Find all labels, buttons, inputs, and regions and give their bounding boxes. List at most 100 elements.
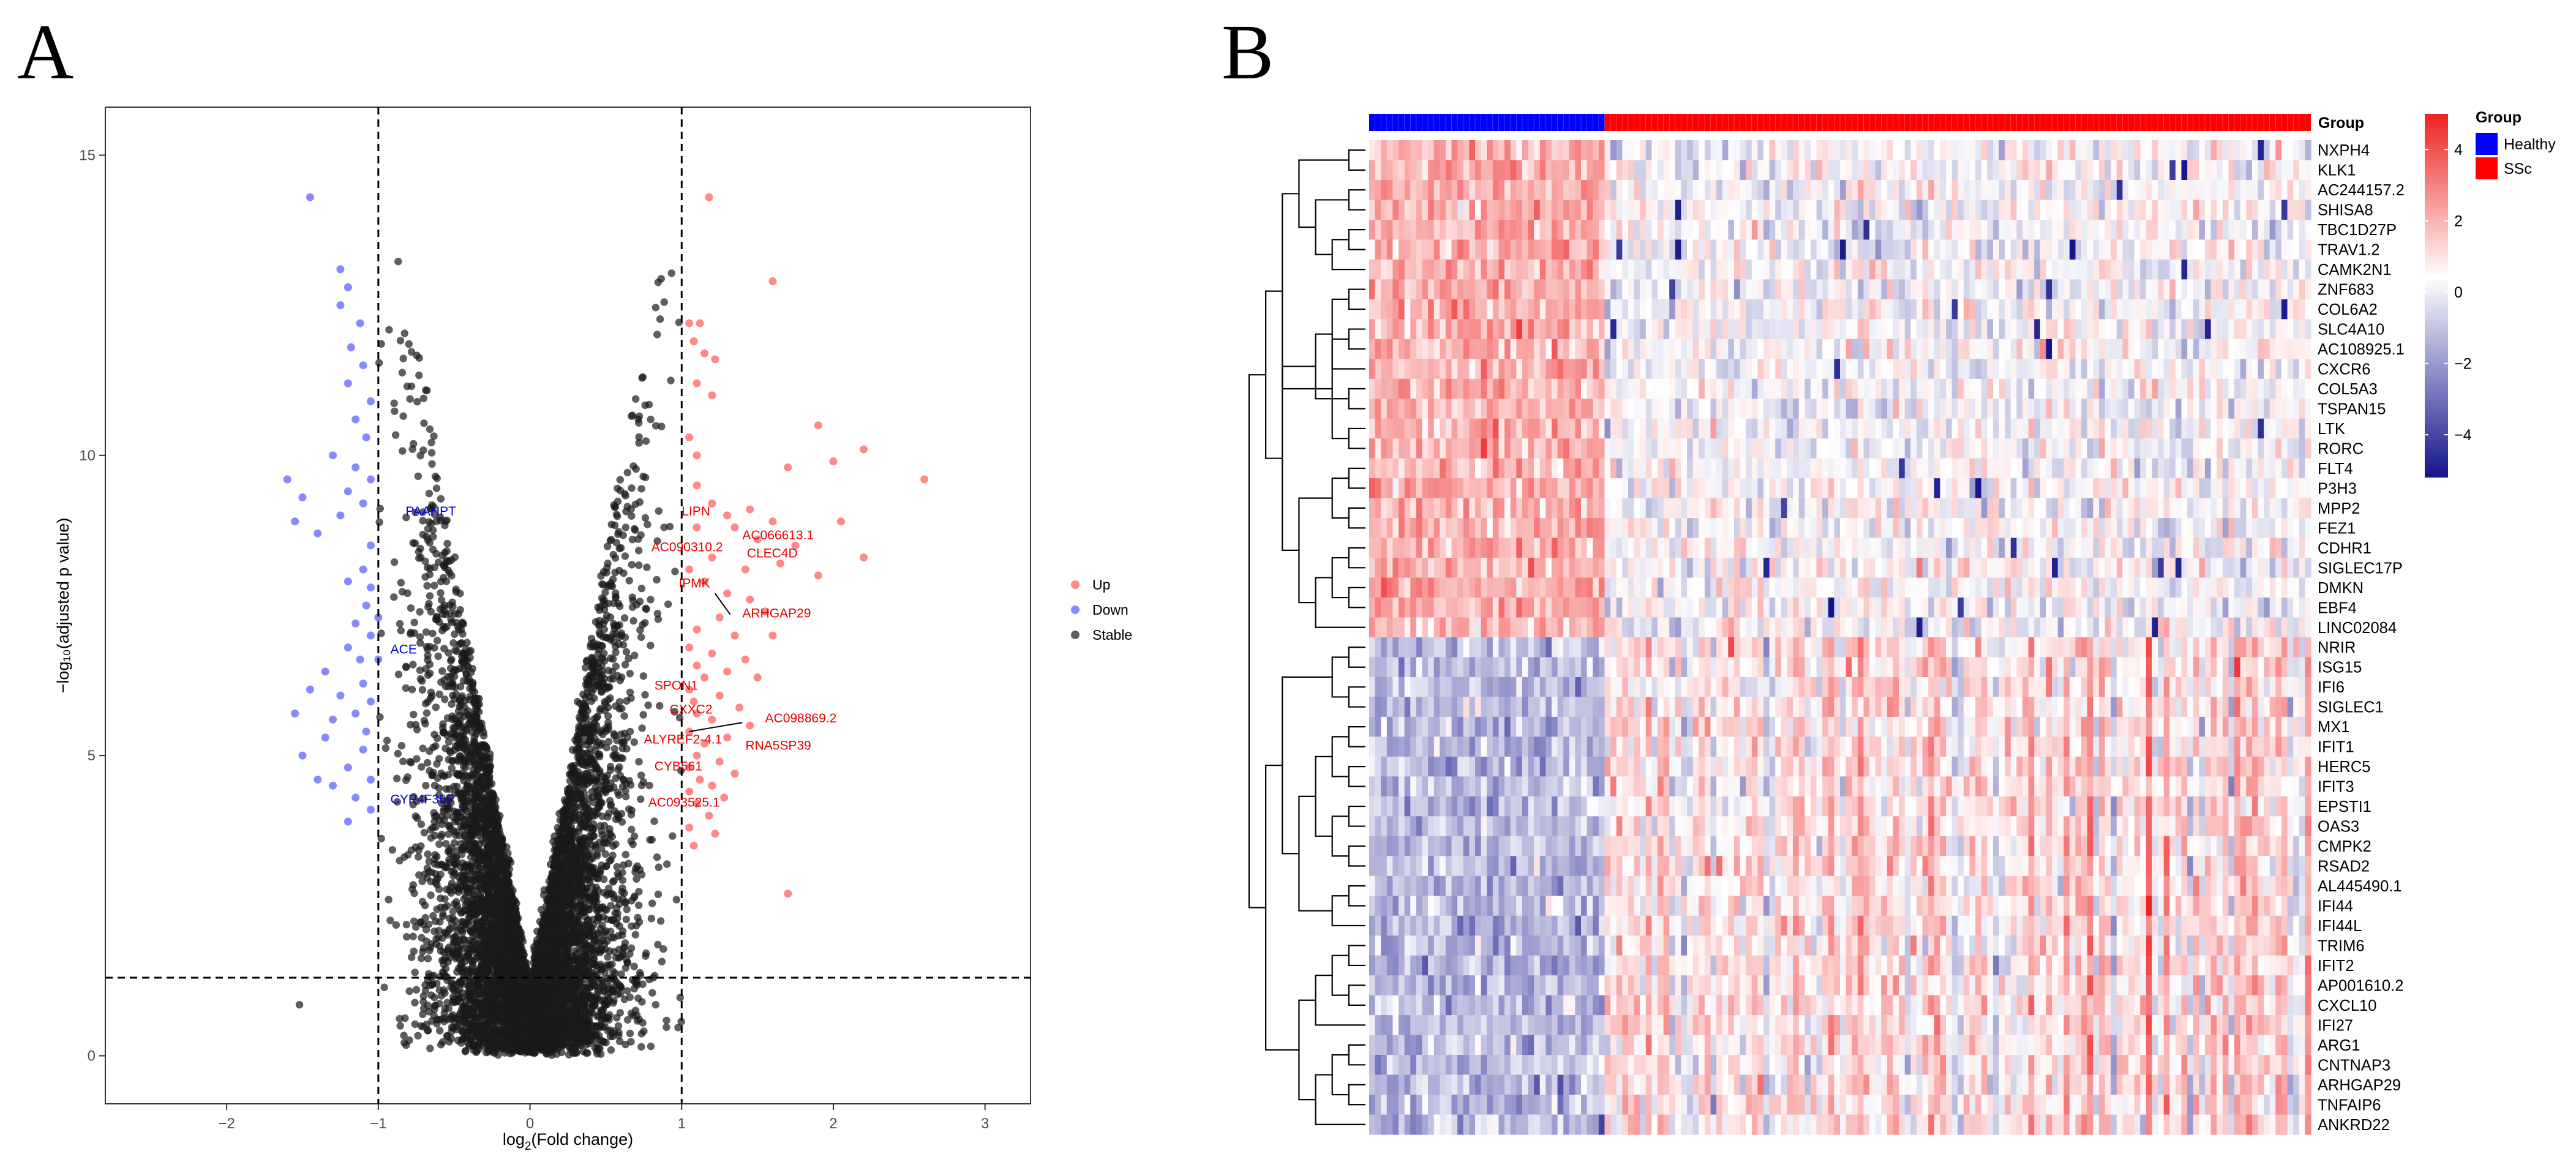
stable-point <box>428 973 436 981</box>
stable-point <box>441 1005 449 1013</box>
stable-point <box>630 832 639 841</box>
stable-point <box>422 628 430 636</box>
stable-point <box>408 445 416 453</box>
stable-point <box>652 1001 660 1009</box>
stable-point <box>616 989 625 998</box>
stable-point <box>438 1015 446 1023</box>
stable-points <box>295 258 685 1059</box>
stable-point <box>630 738 639 746</box>
stable-point <box>455 790 463 798</box>
stable-point <box>385 896 392 904</box>
stable-point <box>422 709 431 717</box>
stable-point <box>612 840 620 849</box>
stable-point <box>627 1038 635 1046</box>
stable-point <box>627 1010 636 1017</box>
stable-point <box>416 639 424 647</box>
stable-point <box>628 412 636 420</box>
stable-point <box>618 744 626 752</box>
stable-point <box>427 688 435 697</box>
stable-point <box>427 449 436 457</box>
stable-point <box>408 686 416 694</box>
stable-point <box>628 561 636 569</box>
stable-point <box>433 616 441 624</box>
stable-point <box>432 484 441 492</box>
stable-point <box>647 915 656 923</box>
stable-point <box>394 670 403 678</box>
stable-point <box>438 667 446 675</box>
stable-point <box>426 1044 434 1052</box>
stable-point <box>465 950 473 958</box>
stable-point <box>405 340 413 348</box>
stable-point <box>422 386 430 394</box>
stable-point <box>656 917 665 925</box>
stable-point <box>654 615 663 623</box>
stable-point <box>669 832 677 840</box>
stable-point <box>434 652 442 661</box>
stable-point <box>407 604 415 612</box>
stable-point <box>642 949 650 958</box>
stable-point <box>443 714 452 722</box>
stable-point <box>405 1036 413 1044</box>
stable-point <box>419 394 427 402</box>
stable-point <box>420 419 428 427</box>
stable-point <box>430 582 438 590</box>
stable-point <box>476 882 484 891</box>
stable-point <box>413 398 421 406</box>
stable-point <box>606 766 615 774</box>
stable-point <box>609 655 617 663</box>
stable-point <box>407 382 416 391</box>
stable-point <box>647 1042 655 1051</box>
stable-point <box>429 629 437 638</box>
stable-point <box>437 589 445 597</box>
stable-point <box>386 916 394 924</box>
stable-point <box>427 834 435 842</box>
stable-point <box>574 732 582 740</box>
stable-point <box>448 764 456 773</box>
stable-point <box>416 633 424 641</box>
stable-point <box>390 558 399 566</box>
stable-point <box>667 269 676 277</box>
stable-point <box>399 412 407 420</box>
stable-point <box>423 759 432 767</box>
stable-point <box>628 484 636 492</box>
stable-point <box>640 1027 648 1035</box>
stable-point <box>427 826 435 834</box>
stable-point <box>388 846 397 854</box>
stable-point <box>628 825 636 834</box>
stable-point <box>433 853 441 861</box>
stable-point <box>613 863 621 871</box>
stable-point <box>629 616 637 625</box>
stable-point <box>645 781 653 790</box>
stable-point <box>631 931 640 939</box>
stable-point <box>612 648 620 657</box>
stable-point <box>620 729 629 738</box>
stable-point <box>614 599 623 608</box>
stable-point <box>605 809 613 817</box>
stable-point <box>394 749 402 758</box>
stable-point <box>437 946 445 955</box>
stable-point <box>639 711 647 719</box>
stable-point <box>607 1046 615 1054</box>
stable-point <box>390 593 398 601</box>
stable-point <box>623 468 631 477</box>
stable-point <box>427 991 435 999</box>
stable-point <box>647 596 655 604</box>
stable-point <box>426 425 434 433</box>
stable-point <box>654 890 663 899</box>
stable-point <box>648 989 656 997</box>
stable-point <box>437 833 445 841</box>
stable-point <box>443 863 451 872</box>
stable-point <box>603 937 611 945</box>
stable-point <box>618 782 627 791</box>
stable-point <box>622 915 630 924</box>
stable-point <box>400 853 408 861</box>
stable-point <box>672 896 681 904</box>
stable-point <box>439 910 447 918</box>
stable-point <box>437 894 445 902</box>
stable-point <box>628 536 637 544</box>
stable-point <box>416 666 424 675</box>
stable-point <box>466 684 474 692</box>
stable-point <box>433 637 441 645</box>
stable-point <box>627 944 636 952</box>
stable-point <box>424 954 432 962</box>
